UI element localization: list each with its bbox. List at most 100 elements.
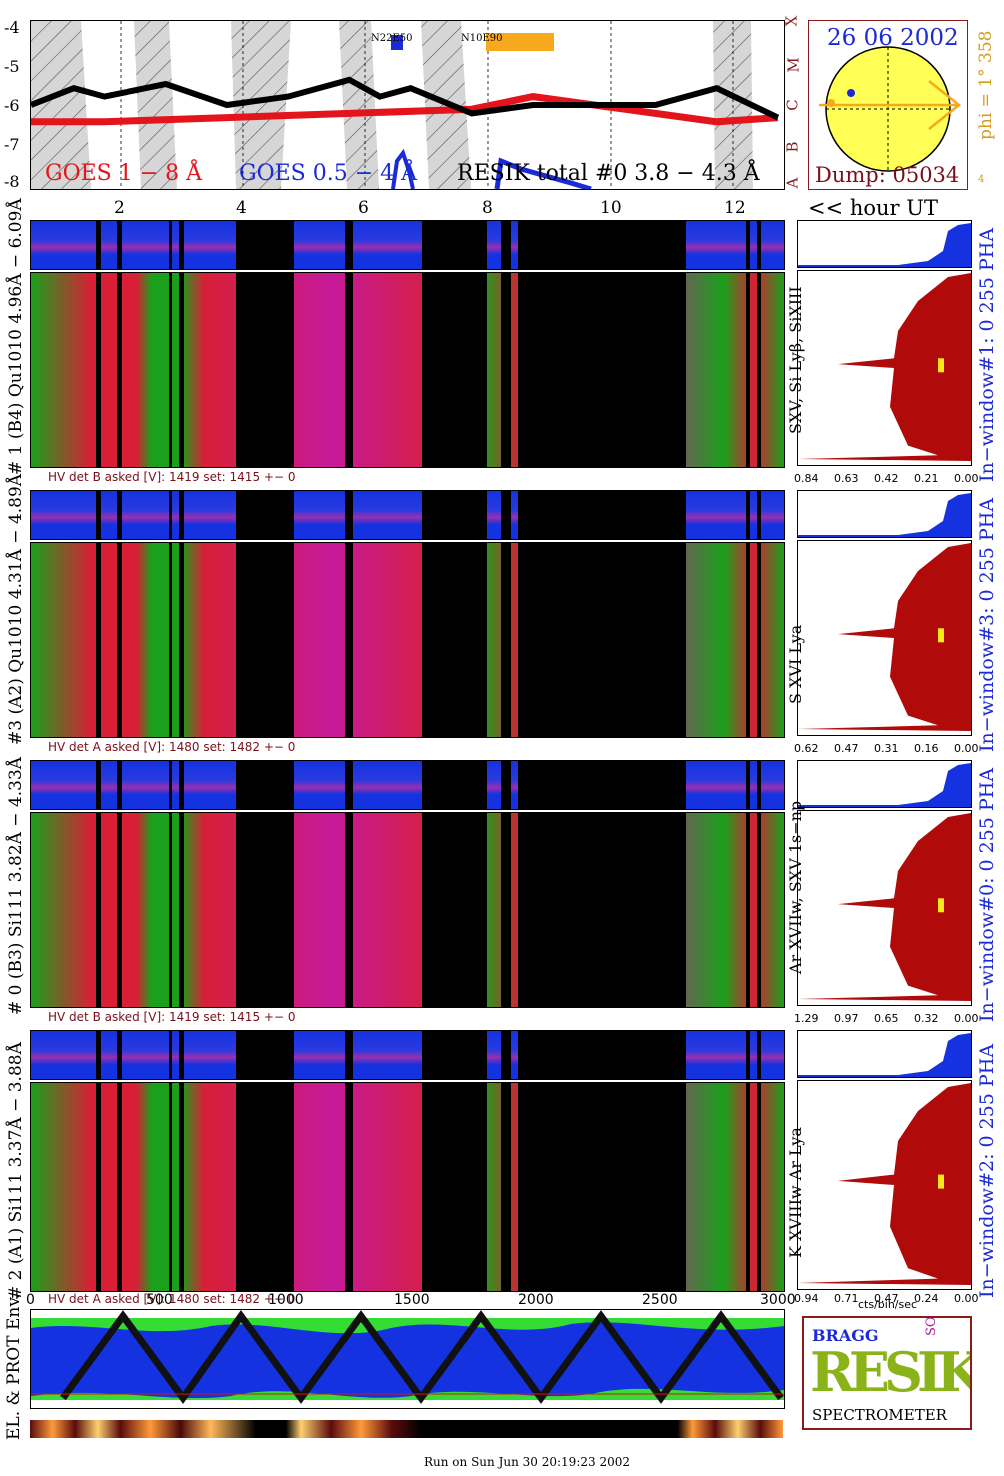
data-gap xyxy=(96,543,101,737)
data-gap xyxy=(757,273,761,467)
histo-xtick: 0.47 xyxy=(834,742,859,755)
goes-blue-curve xyxy=(391,148,415,189)
histo-xtick: 0.24 xyxy=(914,1292,939,1305)
data-gap xyxy=(117,491,122,539)
eclipse-region xyxy=(31,21,91,189)
data-gap xyxy=(96,273,101,467)
data-gap xyxy=(236,543,294,737)
data-gap xyxy=(501,543,511,737)
spectrogram-lower xyxy=(30,1082,785,1292)
data-gap xyxy=(746,221,750,269)
line-label: SXV, Si Lyβ, SiXIII xyxy=(786,286,805,434)
data-gap xyxy=(236,1031,294,1079)
data-gap xyxy=(96,761,101,809)
data-gap xyxy=(96,221,101,269)
goes-blue-curve xyxy=(494,157,592,189)
data-gap xyxy=(236,273,294,467)
goes-class: B xyxy=(783,141,802,153)
panel-vlabel: # 1 (B4) Qu1010 4.96Å − 6.09Å xyxy=(6,198,26,475)
line-histogram xyxy=(797,540,972,736)
data-gap xyxy=(518,543,686,737)
data-gap xyxy=(169,221,172,269)
data-gap xyxy=(236,221,294,269)
spectrogram-lower xyxy=(30,812,785,1008)
logo-resik: RESIK xyxy=(810,1340,972,1404)
data-gap xyxy=(501,273,511,467)
data-gap xyxy=(518,491,686,539)
histo-xtick: 0.31 xyxy=(874,742,899,755)
goes-series-line xyxy=(31,93,779,126)
data-gap xyxy=(179,491,184,539)
data-gap xyxy=(179,813,184,1007)
goes-series-line xyxy=(31,76,780,121)
resik-logo: BRAGG RESIK SOLAR SPECTROMETER xyxy=(802,1316,972,1430)
histo-xtick: 0.16 xyxy=(914,742,939,755)
goes-ytick: -6 xyxy=(4,96,20,115)
data-gap xyxy=(757,221,761,269)
line-histogram xyxy=(797,270,972,466)
goes-plot-svg xyxy=(31,21,780,189)
data-gap xyxy=(422,543,487,737)
data-gap xyxy=(757,1083,761,1291)
goes-class: C xyxy=(783,99,802,111)
panel-vlabel: # 2 (A1) Si111 3.37Å − 3.88Å xyxy=(6,1042,26,1300)
data-gap xyxy=(746,1031,750,1079)
data-gap xyxy=(501,813,511,1007)
histo-xtick: 0.42 xyxy=(874,472,899,485)
region-marker-n22e50 xyxy=(391,35,403,50)
data-gap xyxy=(169,1031,172,1079)
sun-dump: Dump: 05034 xyxy=(815,163,960,187)
goes-series xyxy=(31,76,780,126)
data-gap xyxy=(96,813,101,1007)
data-gap xyxy=(345,273,353,467)
data-gap xyxy=(179,761,184,809)
histo-xtick: 0.47 xyxy=(874,1292,899,1305)
eclipse-region xyxy=(231,21,291,189)
histo-xtick: 0.94 xyxy=(794,1292,819,1305)
data-gap xyxy=(746,813,750,1007)
data-gap xyxy=(179,1083,184,1291)
hour-tick: 8 xyxy=(482,198,493,218)
line-label: S XVI Lya xyxy=(786,624,805,704)
data-gap xyxy=(518,273,686,467)
goes-ytick: -7 xyxy=(4,135,20,154)
histo-xlabel: cts/bin/sec xyxy=(858,1298,918,1311)
data-gap xyxy=(518,813,686,1007)
bottom-xtick: 1500 xyxy=(394,1292,430,1308)
data-gap xyxy=(746,273,750,467)
histo-xtick: 0.62 xyxy=(794,742,819,755)
data-gap xyxy=(179,543,184,737)
data-gap xyxy=(757,813,761,1007)
phi-label: phi = 1° 358 xyxy=(976,31,996,141)
data-gap xyxy=(345,761,353,809)
env-strip xyxy=(30,1420,783,1438)
region-marker-n10e90 xyxy=(486,33,554,51)
data-gap xyxy=(422,813,487,1007)
data-gap xyxy=(518,221,686,269)
hv-status: HV det A asked [V]: 1480 set: 1482 +− 0 xyxy=(48,740,296,754)
spectrogram-upper xyxy=(30,760,785,810)
data-gap xyxy=(345,813,353,1007)
data-gap xyxy=(179,221,184,269)
region-label-n10e90: N10E90 xyxy=(461,33,503,44)
goes-label-blue: GOES 0.5 − 4 Å xyxy=(239,161,418,186)
bottom-xtick: 0 xyxy=(26,1292,35,1308)
bottom-xtick: 3000 xyxy=(760,1292,796,1308)
data-gap xyxy=(117,1083,122,1291)
data-gap xyxy=(169,491,172,539)
data-gap xyxy=(757,543,761,737)
data-gap xyxy=(345,1083,353,1291)
data-gap xyxy=(169,761,172,809)
spectrogram-upper xyxy=(30,1030,785,1080)
data-gap xyxy=(236,813,294,1007)
spectrogram-lower xyxy=(30,272,785,468)
spectrogram-lower xyxy=(30,542,785,738)
goes-class: M xyxy=(784,57,803,73)
data-gap xyxy=(96,1083,101,1291)
data-gap xyxy=(422,1031,487,1079)
data-gap xyxy=(746,1083,750,1291)
hour-tick: 10 xyxy=(600,198,622,218)
data-gap xyxy=(422,491,487,539)
bottom-xtick: 2000 xyxy=(518,1292,554,1308)
phi-text: phi = xyxy=(976,93,996,140)
